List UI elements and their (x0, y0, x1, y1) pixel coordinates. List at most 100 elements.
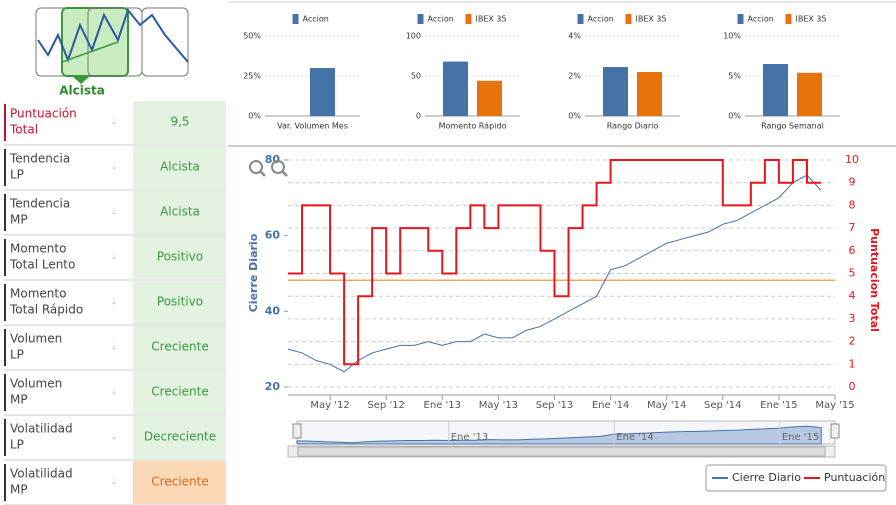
row-info: ⇣ (110, 343, 118, 353)
y2-axis-title: Puntuacion Total (868, 228, 881, 332)
row-info: ⇣ (110, 253, 118, 263)
row-label: Volatilidad (10, 422, 73, 436)
row-value: Alcista (160, 160, 200, 174)
navigator-area (296, 425, 822, 445)
row-marker (4, 419, 6, 456)
bar (310, 68, 335, 116)
row-label: Puntuación (10, 107, 77, 121)
legend-swatch (465, 14, 472, 24)
legend-label: Accion (588, 15, 614, 24)
legend-swatch (625, 14, 632, 24)
row-label: LP (10, 168, 24, 182)
row-label: Total (9, 123, 38, 137)
y-tick-label: 20 (265, 380, 281, 393)
row-label: Volumen (10, 332, 62, 346)
row-label: LP (10, 438, 24, 452)
legend-swatch (577, 14, 584, 24)
row-label: Volatilidad (10, 467, 73, 481)
y-axis-title: Cierre Diario (247, 233, 260, 312)
navigator-tick-label: Ene '15 (782, 432, 819, 443)
navigator-tick-label: Ene '13 (451, 432, 488, 443)
y2-tick-label: 0 (849, 380, 856, 393)
row-info: ⇣ (110, 208, 118, 218)
row-label: Total Rápido (9, 303, 83, 317)
y2-tick-label: 6 (849, 244, 856, 257)
y-tick-label: 100 (406, 32, 421, 41)
y-tick-label: 25% (243, 72, 261, 81)
row-info: ⇣ (110, 298, 118, 308)
value-cell (133, 101, 226, 144)
mini-title: Momento Rápido (439, 122, 507, 131)
mini-title: Rango Semanal (761, 122, 824, 131)
row-label: Momento (10, 287, 66, 301)
y2-tick-label: 8 (849, 198, 856, 211)
row-info: ⇣ (110, 433, 118, 443)
row-info: ⇣ (110, 478, 118, 488)
legend-swatch (737, 14, 744, 24)
y2-tick-label: 3 (849, 312, 856, 325)
x-tick-label: Ene '13 (424, 400, 461, 411)
y-tick-label: 0 (416, 112, 421, 121)
y2-tick-label: 10 (845, 153, 859, 166)
bar (443, 61, 468, 116)
legend (705, 464, 887, 492)
mini-title: Var. Volumen Mes (277, 122, 348, 131)
y-tick-label: 4% (568, 32, 581, 41)
legend-label: IBEX 35 (476, 15, 507, 24)
row-label: Volumen (10, 377, 62, 391)
value-cell (133, 416, 226, 459)
x-tick-label: May '13 (479, 400, 518, 411)
series-line (288, 159, 821, 366)
y-tick-label: 0% (728, 112, 741, 121)
row-value: Creciente (151, 385, 208, 399)
y2-tick-label: 7 (849, 221, 856, 234)
x-tick-label: May '14 (647, 400, 686, 411)
navigator-handle[interactable] (292, 423, 302, 439)
row-label: MP (10, 393, 28, 407)
x-tick-label: Sep '14 (704, 400, 742, 411)
row-label: Momento (10, 242, 66, 256)
navigator-handle[interactable] (830, 423, 840, 439)
row-label: Total Lento (9, 258, 75, 272)
row-marker (4, 149, 6, 186)
row-value: Creciente (151, 475, 208, 489)
value-cell (133, 236, 226, 279)
row-marker (4, 194, 6, 231)
y-tick-label: 0% (248, 112, 261, 121)
row-label: Tendencia (9, 197, 70, 211)
series-line (287, 174, 822, 373)
row-label: LP (10, 348, 24, 362)
y-tick-label: 50 (411, 72, 421, 81)
value-cell (133, 461, 226, 504)
navigator-tick-label: Ene '14 (616, 432, 653, 443)
legend-label[interactable]: Puntuación (824, 471, 885, 484)
scrollbar-thumb[interactable] (297, 446, 826, 457)
value-cell (133, 326, 226, 369)
bar (763, 64, 788, 116)
value-cell (133, 191, 226, 234)
y-tick-label: 80 (265, 153, 281, 166)
value-cell (133, 371, 226, 414)
row-marker (4, 374, 6, 411)
row-value: Creciente (151, 340, 208, 354)
y-tick-label: 5% (728, 72, 741, 81)
row-marker (4, 284, 6, 321)
legend-swatch (417, 14, 424, 24)
row-marker (4, 239, 6, 276)
x-tick-label: May '12 (310, 400, 349, 411)
zoom-buttons[interactable] (249, 160, 288, 177)
legend-label[interactable]: Cierre Diario (732, 471, 801, 484)
legend-label: IBEX 35 (796, 15, 827, 24)
row-marker (4, 464, 6, 501)
bar (637, 72, 662, 116)
y-tick-label: 10% (723, 32, 741, 41)
y-tick-label: 2% (568, 72, 581, 81)
row-value: 9,5 (170, 115, 189, 129)
row-label: MP (10, 483, 28, 497)
row-value: Positivo (157, 295, 203, 309)
legend-swatch (785, 14, 792, 24)
legend-label: IBEX 35 (636, 15, 667, 24)
row-value: Positivo (157, 250, 203, 264)
legend-label: Accion (303, 15, 329, 24)
